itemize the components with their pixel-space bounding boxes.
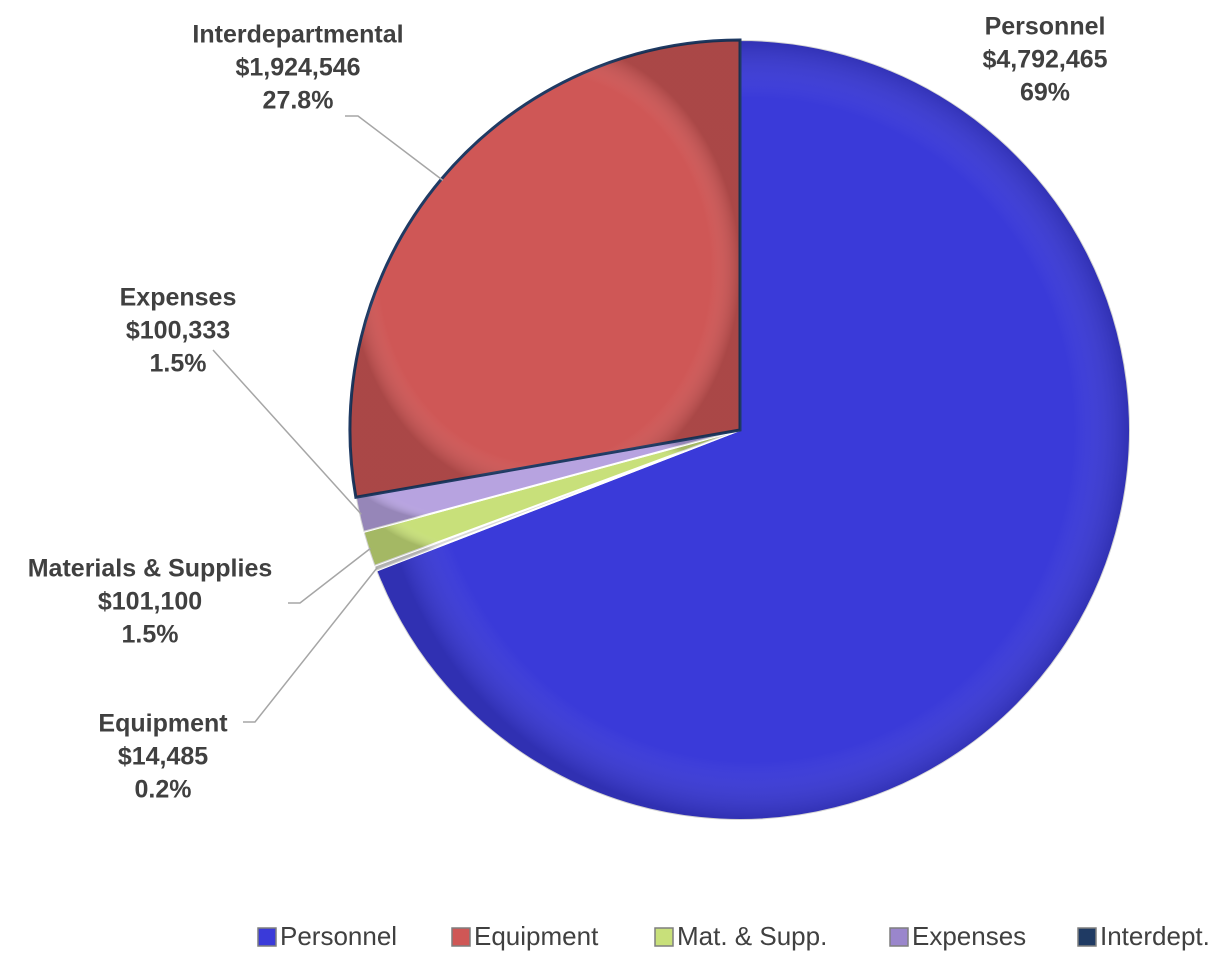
slice-label-materials-supplies-name: Materials & Supplies bbox=[28, 555, 273, 583]
pie-slice-shade-materials-supplies bbox=[363, 430, 740, 566]
leader-line-expenses bbox=[212, 349, 362, 515]
legend-label-equipment: Equipment bbox=[474, 921, 599, 951]
pie-slices bbox=[348, 38, 1131, 821]
legend-item-mat-supp: Mat. & Supp. bbox=[654, 921, 827, 951]
slice-label-equipment-value: $14,485 bbox=[118, 743, 208, 771]
pie-slice-shade-expenses bbox=[355, 430, 740, 532]
leader-line-interdepartmental bbox=[345, 115, 444, 181]
slice-label-interdepartmental-value: $1,924,546 bbox=[235, 54, 360, 82]
legend-swatch-personnel bbox=[257, 927, 277, 947]
slice-label-equipment-percent: 0.2% bbox=[135, 776, 192, 804]
slice-label-materials-supplies-percent: 1.5% bbox=[122, 621, 179, 649]
slice-label-equipment-name: Equipment bbox=[98, 710, 228, 738]
legend-label-personnel: Personnel bbox=[280, 921, 397, 951]
pie-slice-shade-personnel bbox=[376, 40, 1130, 820]
slice-label-materials-supplies-value: $101,100 bbox=[98, 588, 202, 616]
slice-label-expenses-value: $100,333 bbox=[126, 317, 230, 345]
pie-slice-shade-equipment bbox=[374, 430, 740, 571]
legend-swatch-interdept bbox=[1077, 927, 1097, 947]
legend-swatch-expenses bbox=[889, 927, 909, 947]
legend-label-expenses: Expenses bbox=[912, 921, 1026, 951]
leader-line-materials-supplies bbox=[288, 547, 371, 604]
leader-lines bbox=[212, 115, 444, 723]
leader-line-equipment bbox=[243, 567, 378, 723]
slice-label-personnel-value: $4,792,465 bbox=[982, 46, 1107, 74]
slice-label-personnel-name: Personnel bbox=[985, 13, 1106, 41]
slice-label-interdepartmental-name: Interdepartmental bbox=[192, 21, 403, 49]
legend-item-equipment: Equipment bbox=[451, 921, 599, 951]
legend-item-interdept: Interdept. bbox=[1077, 921, 1210, 951]
legend-label-interdept: Interdept. bbox=[1100, 921, 1210, 951]
legend-item-expenses: Expenses bbox=[889, 921, 1026, 951]
legend-swatch-equipment bbox=[451, 927, 471, 947]
legend: Personnel Equipment Mat. & Supp. Expenses In… bbox=[257, 921, 1210, 951]
legend-label-mat-supp: Mat. & Supp. bbox=[677, 921, 827, 951]
legend-item-personnel: Personnel bbox=[257, 921, 397, 951]
slice-label-expenses-percent: 1.5% bbox=[150, 350, 207, 378]
slice-label-interdepartmental-percent: 27.8% bbox=[263, 87, 334, 115]
legend-swatch-mat-supp bbox=[654, 927, 674, 947]
slice-labels: Personnel $4,792,465 69% Equipment $14,485 0.… bbox=[28, 13, 1108, 804]
slice-label-expenses-name: Expenses bbox=[120, 284, 237, 312]
pie-slice-shade-interdepartmental bbox=[350, 40, 740, 498]
slice-label-personnel-percent: 69% bbox=[1020, 79, 1070, 107]
